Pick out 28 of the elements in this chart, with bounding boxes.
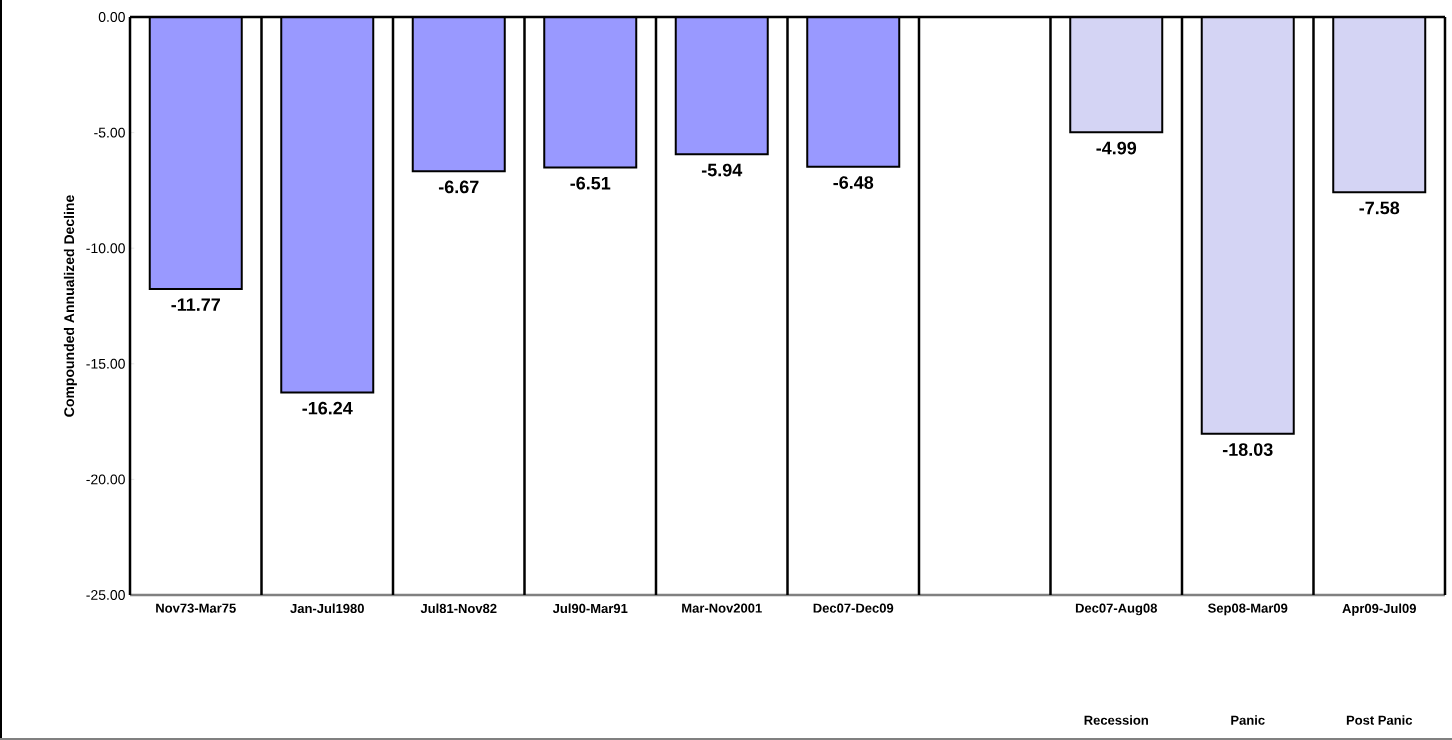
x-tick-label: Jul81-Nov82: [420, 603, 497, 614]
text: Panic: [1231, 715, 1265, 725]
data-label: -6.51: [570, 176, 611, 190]
x-tick-label: Apr09-Jul09: [1342, 603, 1416, 616]
text: Post Panic: [1346, 715, 1413, 725]
x-tick-label: Sep08-Mar09: [1208, 603, 1288, 616]
data-label: -16.24: [302, 401, 353, 415]
y-axis-title: Compounded Annualized Decline: [63, 195, 77, 417]
x-tick-label: Jul90-Mar91: [552, 603, 628, 614]
data-label: -4.99: [1096, 141, 1137, 155]
y-tick-label: -20.00: [86, 474, 125, 485]
data-label: -11.77: [171, 298, 220, 311]
y-tick-label: -25.00: [86, 590, 125, 600]
data-label: -5.94: [701, 163, 743, 177]
x-tick-label: Dec07-Dec09: [813, 603, 894, 613]
data-label: -6.67: [438, 180, 479, 194]
data-label: -7.58: [1359, 201, 1400, 215]
y-tick-label: -10.00: [86, 243, 125, 254]
y-tick-label: 0.00: [98, 12, 125, 22]
data-label: -18.03: [1222, 443, 1273, 456]
data-label: -6.48: [833, 176, 874, 189]
y-tick-label: -15.00: [86, 358, 125, 369]
x-tick-label: Jan-Jul1980: [290, 603, 364, 614]
x-tick-label: Nov73-Mar75: [156, 603, 236, 613]
text: Recession: [1084, 715, 1148, 725]
y-tick-label: -5.00: [94, 127, 125, 138]
x-tick-label: Mar-Nov2001: [682, 603, 762, 613]
x-tick-label: Dec07-Aug08: [1075, 603, 1158, 616]
